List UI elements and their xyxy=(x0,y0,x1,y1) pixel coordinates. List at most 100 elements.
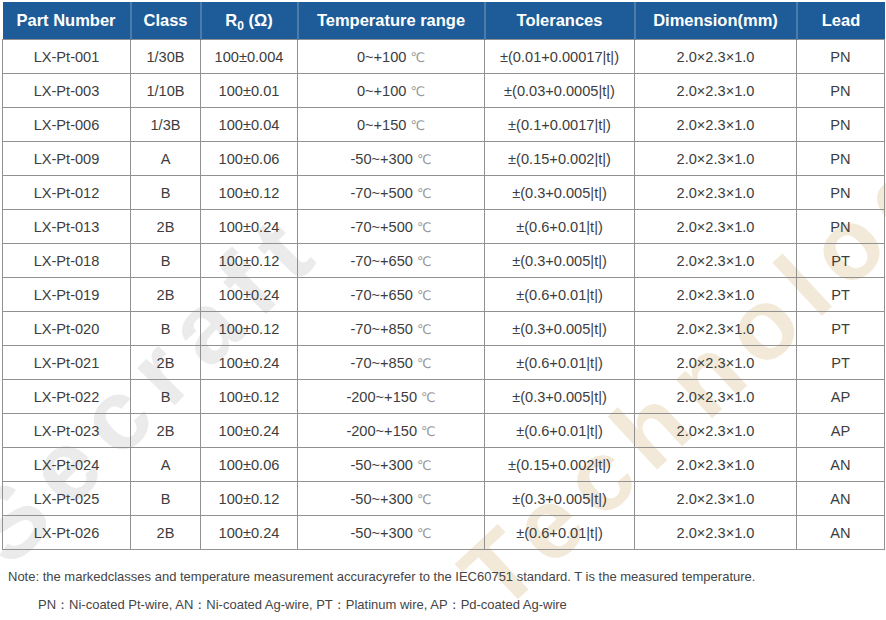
cell-part-number: LX-Pt-026 xyxy=(3,516,131,550)
temperature-value: 0~+150 xyxy=(357,117,407,133)
cell-r0: 100±0.06 xyxy=(201,448,298,482)
cell-dimension: 2.0×2.3×1.0 xyxy=(635,142,797,176)
cell-tolerance: ±(0.6+0.01|t|) xyxy=(485,278,635,312)
cell-tolerance: ±(0.3+0.005|t|) xyxy=(485,176,635,210)
temperature-value: -200~+150 xyxy=(346,389,417,405)
cell-dimension: 2.0×2.3×1.0 xyxy=(635,210,797,244)
cell-temperature-range: -200~+150 ℃ xyxy=(298,380,485,414)
cell-temperature-range: 0~+150℃ xyxy=(298,108,485,142)
cell-tolerance: ±(0.3+0.005|t|) xyxy=(485,482,635,516)
cell-r0: 100±0.01 xyxy=(201,74,298,108)
cell-tolerance: ±(0.3+0.005|t|) xyxy=(485,380,635,414)
cell-lead: AP xyxy=(797,414,885,448)
cell-r0: 100±0.24 xyxy=(201,346,298,380)
table-row: LX-Pt-0031/10B100±0.010~+100℃±(0.03+0.00… xyxy=(3,74,885,108)
table-row: LX-Pt-012B100±0.12-70~+500℃±(0.3+0.005|t… xyxy=(3,176,885,210)
cell-temperature-range: -50~+300℃ xyxy=(298,516,485,550)
cell-temperature-range: -50~+300℃ xyxy=(298,142,485,176)
cell-temperature-range: -70~+650℃ xyxy=(298,278,485,312)
table-body: LX-Pt-0011/30B100±0.0040~+100℃±(0.01+0.0… xyxy=(3,40,885,550)
cell-r0: 100±0.04 xyxy=(201,108,298,142)
cell-part-number: LX-Pt-013 xyxy=(3,210,131,244)
cell-r0: 100±0.004 xyxy=(201,40,298,74)
celsius-unit: ℃ xyxy=(421,390,436,405)
cell-tolerance: ±(0.3+0.005|t|) xyxy=(485,244,635,278)
column-header: Tolerances xyxy=(485,2,635,40)
cell-lead: PT xyxy=(797,278,885,312)
temperature-value: -70~+650 xyxy=(350,253,413,269)
cell-class: B xyxy=(131,244,201,278)
cell-part-number: LX-Pt-024 xyxy=(3,448,131,482)
cell-class: A xyxy=(131,142,201,176)
temperature-value: -70~+500 xyxy=(350,185,413,201)
temperature-value: -70~+850 xyxy=(350,355,413,371)
celsius-unit: ℃ xyxy=(417,322,432,337)
cell-tolerance: ±(0.6+0.01|t|) xyxy=(485,346,635,380)
cell-r0: 100±0.12 xyxy=(201,482,298,516)
cell-class: 1/30B xyxy=(131,40,201,74)
temperature-value: -70~+850 xyxy=(350,321,413,337)
cell-dimension: 2.0×2.3×1.0 xyxy=(635,108,797,142)
cell-tolerance: ±(0.03+0.0005|t|) xyxy=(485,74,635,108)
celsius-unit: ℃ xyxy=(417,220,432,235)
cell-tolerance: ±(0.15+0.002|t|) xyxy=(485,448,635,482)
table-row: LX-Pt-022B100±0.12-200~+150℃±(0.3+0.005|… xyxy=(3,380,885,414)
cell-part-number: LX-Pt-018 xyxy=(3,244,131,278)
cell-class: 2B xyxy=(131,414,201,448)
cell-part-number: LX-Pt-020 xyxy=(3,312,131,346)
table-row: LX-Pt-0132B100±0.24-70~+500℃±(0.6+0.01|t… xyxy=(3,210,885,244)
table-row: LX-Pt-025B100±0.12-50~+300℃±(0.3+0.005|t… xyxy=(3,482,885,516)
cell-dimension: 2.0×2.3×1.0 xyxy=(635,380,797,414)
cell-r0: 100±0.12 xyxy=(201,380,298,414)
temperature-value: -70~+500 xyxy=(350,219,413,235)
cell-temperature-range: -70~+850℃ xyxy=(298,346,485,380)
cell-lead: AN xyxy=(797,516,885,550)
column-header: Dimension(mm) xyxy=(635,2,797,40)
table-row: LX-Pt-0212B100±0.24-70~+850℃±(0.6+0.01|t… xyxy=(3,346,885,380)
cell-r0: 100±0.24 xyxy=(201,278,298,312)
cell-r0: 100±0.24 xyxy=(201,414,298,448)
table-row: LX-Pt-020B100±0.12-70~+850℃±(0.3+0.005|t… xyxy=(3,312,885,346)
note-lead-legend: PN：Ni-coated Pt-wire, AN：Ni-coated Ag-wi… xyxy=(38,596,567,614)
cell-lead: AN xyxy=(797,482,885,516)
cell-lead: AN xyxy=(797,448,885,482)
cell-temperature-range: 0~+100℃ xyxy=(298,74,485,108)
cell-dimension: 2.0×2.3×1.0 xyxy=(635,448,797,482)
cell-class: B xyxy=(131,176,201,210)
table-row: LX-Pt-0262B100±0.24-50~+300℃±(0.6+0.01|t… xyxy=(3,516,885,550)
cell-dimension: 2.0×2.3×1.0 xyxy=(635,278,797,312)
sensor-spec-table: Part NumberClassR0 (Ω)Temperature rangeT… xyxy=(2,2,885,550)
temperature-value: 0~+100 xyxy=(357,49,407,65)
column-header: R0 (Ω) xyxy=(201,2,298,40)
cell-class: 2B xyxy=(131,278,201,312)
table-row: LX-Pt-0011/30B100±0.0040~+100℃±(0.01+0.0… xyxy=(3,40,885,74)
temperature-value: -50~+300 xyxy=(350,457,413,473)
cell-r0: 100±0.12 xyxy=(201,312,298,346)
column-header: Lead xyxy=(797,2,885,40)
datasheet-page: Secraft Technology Part NumberClassR0 (Ω… xyxy=(0,0,886,620)
cell-class: 1/10B xyxy=(131,74,201,108)
cell-part-number: LX-Pt-022 xyxy=(3,380,131,414)
cell-part-number: LX-Pt-025 xyxy=(3,482,131,516)
cell-lead: AP xyxy=(797,380,885,414)
cell-temperature-range: -50~+300℃ xyxy=(298,448,485,482)
cell-lead: PN xyxy=(797,142,885,176)
cell-dimension: 2.0×2.3×1.0 xyxy=(635,312,797,346)
cell-r0: 100±0.12 xyxy=(201,176,298,210)
cell-dimension: 2.0×2.3×1.0 xyxy=(635,74,797,108)
cell-lead: PN xyxy=(797,74,885,108)
cell-lead: PN xyxy=(797,108,885,142)
cell-class: B xyxy=(131,482,201,516)
celsius-unit: ℃ xyxy=(417,288,432,303)
cell-part-number: LX-Pt-009 xyxy=(3,142,131,176)
cell-dimension: 2.0×2.3×1.0 xyxy=(635,176,797,210)
column-header: Temperature range xyxy=(298,2,485,40)
cell-dimension: 2.0×2.3×1.0 xyxy=(635,346,797,380)
cell-dimension: 2.0×2.3×1.0 xyxy=(635,244,797,278)
cell-class: A xyxy=(131,448,201,482)
cell-r0: 100±0.12 xyxy=(201,244,298,278)
temperature-value: -50~+300 xyxy=(350,151,413,167)
cell-temperature-range: -70~+500 ℃ xyxy=(298,210,485,244)
cell-tolerance: ±(0.6+0.01|t|) xyxy=(485,414,635,448)
cell-part-number: LX-Pt-023 xyxy=(3,414,131,448)
